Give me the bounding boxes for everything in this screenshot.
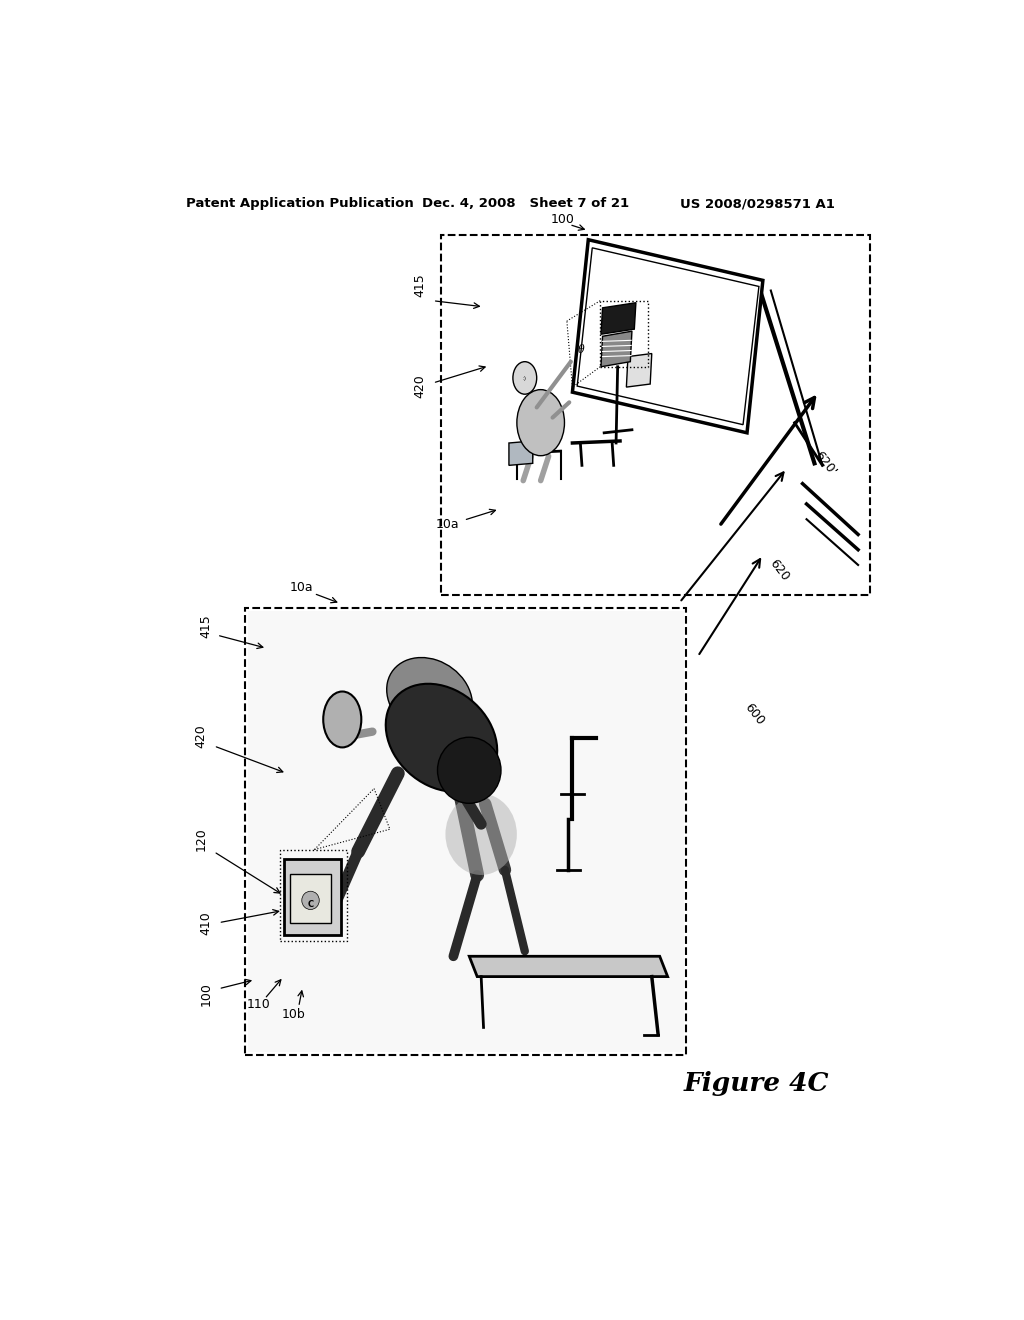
Polygon shape [572, 240, 763, 433]
Ellipse shape [387, 657, 472, 737]
Polygon shape [601, 302, 636, 334]
Text: C: C [307, 900, 313, 909]
Bar [280, 850, 347, 941]
Text: 10a: 10a [289, 581, 312, 594]
Text: 100: 100 [200, 982, 212, 1006]
Bar [248, 611, 684, 1052]
Polygon shape [601, 331, 632, 367]
Text: Patent Application Publication: Patent Application Publication [186, 197, 414, 210]
Text: 120: 120 [195, 828, 208, 851]
Text: 410: 410 [200, 911, 212, 935]
Text: θ: θ [578, 346, 585, 355]
Text: 415: 415 [200, 614, 212, 638]
Ellipse shape [513, 362, 537, 395]
Ellipse shape [437, 738, 501, 804]
Polygon shape [627, 354, 652, 387]
Text: Dec. 4, 2008   Sheet 7 of 21: Dec. 4, 2008 Sheet 7 of 21 [422, 197, 629, 210]
Text: 600: 600 [741, 701, 766, 727]
Text: US 2008/0298571 A1: US 2008/0298571 A1 [680, 197, 835, 210]
Text: 415: 415 [414, 273, 427, 297]
Text: 110: 110 [247, 998, 270, 1011]
Bar [441, 235, 870, 595]
Bar [290, 874, 331, 923]
Text: 420: 420 [195, 723, 208, 747]
Text: 10a: 10a [436, 517, 460, 531]
Ellipse shape [302, 891, 319, 909]
Ellipse shape [445, 793, 517, 875]
Polygon shape [469, 956, 668, 977]
Polygon shape [578, 248, 759, 425]
Ellipse shape [517, 389, 564, 455]
Text: :): :) [523, 376, 526, 381]
Polygon shape [509, 441, 532, 466]
Text: 620': 620' [812, 449, 839, 478]
Ellipse shape [386, 684, 498, 792]
Text: 100: 100 [551, 213, 574, 226]
Bar [600, 301, 648, 367]
Ellipse shape [324, 692, 361, 747]
Text: Figure 4C: Figure 4C [684, 1071, 829, 1096]
Text: 620: 620 [767, 557, 792, 583]
Bar [246, 607, 686, 1055]
Bar [284, 859, 341, 935]
Text: 420: 420 [414, 374, 427, 397]
Text: 10b: 10b [282, 1007, 305, 1020]
